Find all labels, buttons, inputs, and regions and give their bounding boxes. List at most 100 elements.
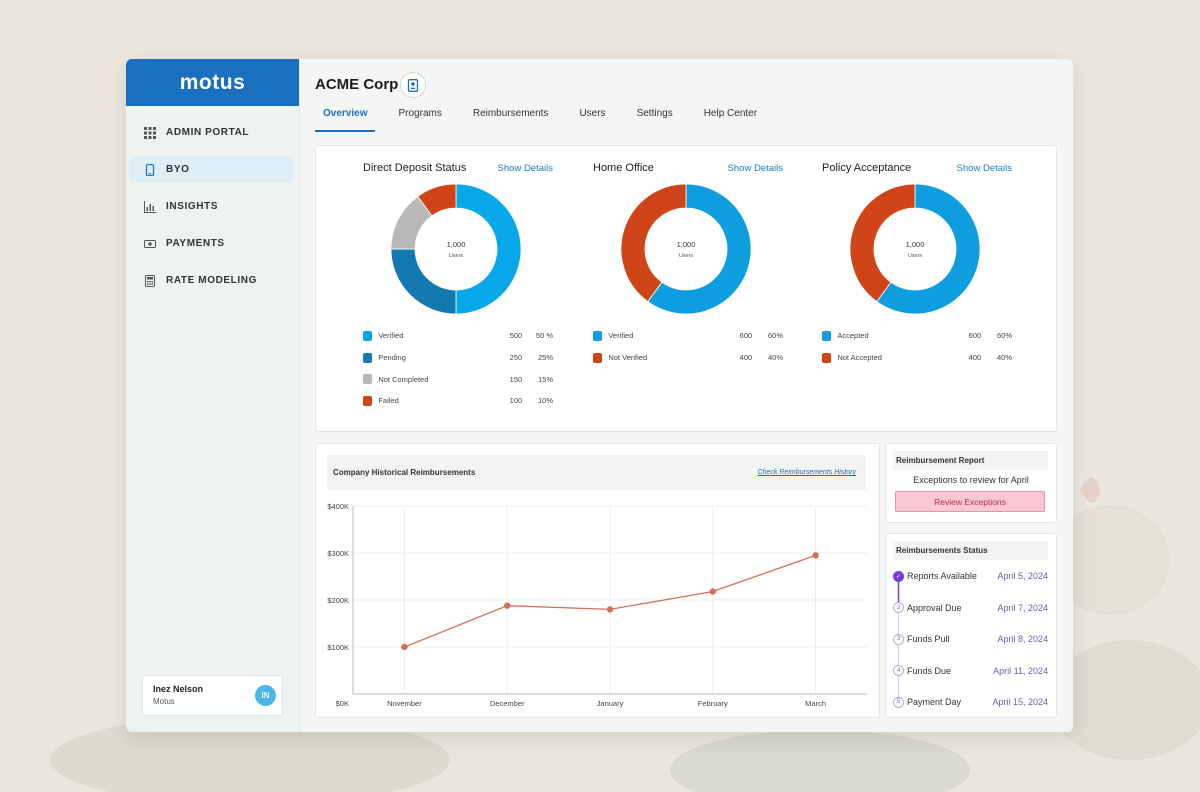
y-tick-label: $300K	[327, 549, 349, 558]
y-tick-label: $100K	[327, 643, 349, 652]
reimbursements-status-panel: Reimbursements Status ✓ Reports Available…	[885, 533, 1057, 718]
step-number: 5	[893, 696, 904, 708]
tab-programs[interactable]: Programs	[398, 108, 442, 119]
donut-title: Direct Deposit Status	[363, 162, 467, 174]
legend-value: 100	[509, 396, 523, 406]
x-tick-label: November	[387, 699, 422, 708]
donut-slice[interactable]	[620, 183, 687, 303]
status-step: 3 Funds Pull April 8, 2024	[893, 632, 1048, 646]
status-label: Payment Day	[907, 697, 962, 708]
tab-settings[interactable]: Settings	[636, 108, 673, 119]
user-card[interactable]: Inez Nelson Motus IN	[142, 675, 283, 716]
status-label: Reports Available	[907, 571, 977, 581]
status-step: 4 Funds Due April 11, 2024	[893, 664, 1048, 678]
data-point[interactable]	[401, 643, 408, 651]
sidebar-item-label: ADMIN PORTAL	[166, 127, 250, 138]
app-window: motus ADMIN PORTAL BYO INSIGHTS	[126, 59, 1073, 732]
legend-swatch	[363, 352, 373, 363]
historical-reimbursements-panel: Company Historical Reimbursements Check …	[315, 443, 880, 718]
y-tick-label: $0K	[336, 699, 349, 708]
check-history-link[interactable]: Check Reimbursements History	[757, 469, 856, 476]
legend-value: 150	[509, 374, 523, 384]
legend-label: Pending	[378, 353, 406, 363]
reimbursement-report-panel: Reimbursement Report Exceptions to revie…	[885, 443, 1057, 523]
legend-label: Not Verified	[608, 353, 648, 363]
legend-label: Verified	[378, 331, 404, 341]
sidebar-item-label: PAYMENTS	[166, 238, 225, 249]
x-tick-label: January	[597, 699, 624, 708]
show-details-link[interactable]: Show Details	[956, 163, 1012, 174]
donut-slice[interactable]	[647, 183, 752, 315]
donut-home-office: Home Office Show Details 1,000 Users Ver…	[593, 162, 783, 368]
status-label: Funds Due	[907, 665, 952, 676]
x-tick-label: February	[698, 699, 728, 708]
sidebar-item-payments[interactable]: PAYMENTS	[130, 230, 293, 257]
sidebar-item-byo[interactable]: BYO	[130, 156, 293, 183]
legend-value: 400	[968, 353, 982, 363]
donut-center-value: 1,000	[447, 240, 466, 249]
sidebar: motus ADMIN PORTAL BYO INSIGHTS	[126, 59, 300, 732]
grid-icon	[144, 126, 156, 139]
legend-label: Verified	[608, 331, 634, 341]
legend-item: Failed 100 10%	[363, 390, 553, 412]
legend-item: Pending 250 25%	[363, 347, 553, 369]
legend-swatch	[363, 374, 373, 385]
donut-slice[interactable]	[417, 183, 457, 217]
avatar[interactable]: IN	[255, 685, 276, 706]
x-tick-label: December	[490, 699, 525, 708]
legend-swatch	[363, 330, 373, 341]
status-overview-panel: Direct Deposit Status Show Details 1,000…	[315, 145, 1057, 432]
donut-policy-acceptance: Policy Acceptance Show Details 1,000 Use…	[822, 162, 1012, 368]
sidebar-nav: ADMIN PORTAL BYO INSIGHTS PAYMENTS	[126, 119, 299, 294]
motus-logo[interactable]: motus	[179, 70, 246, 94]
bar-chart-icon	[144, 200, 156, 213]
legend-item: Not Verified 400 40%	[593, 347, 783, 369]
tab-help-center[interactable]: Help Center	[703, 108, 758, 119]
logo-bar: motus	[126, 59, 299, 106]
user-name: Inez Nelson	[153, 684, 204, 694]
donut-slice[interactable]	[876, 183, 981, 315]
sidebar-item-label: RATE MODELING	[166, 275, 257, 286]
tab-users[interactable]: Users	[579, 108, 606, 119]
sidebar-item-rate-modeling[interactable]: RATE MODELING	[130, 267, 293, 294]
status-step: 2 Approval Due April 7, 2024	[893, 601, 1048, 615]
donut-center-value: 1,000	[906, 240, 925, 249]
legend-value: 250	[509, 353, 523, 363]
tab-reimbursements[interactable]: Reimbursements	[472, 108, 549, 119]
legend-label: Not Completed	[378, 374, 429, 384]
donut-slice[interactable]	[390, 248, 457, 315]
status-step: ✓ Reports Available April 5, 2024	[893, 569, 1048, 583]
legend-item: Not Completed 150 15%	[363, 368, 553, 390]
data-point[interactable]	[504, 602, 511, 609]
status-date: April 11, 2024	[993, 665, 1048, 676]
data-point[interactable]	[709, 588, 716, 595]
legend-swatch	[822, 352, 832, 363]
donut-slice[interactable]	[849, 183, 916, 303]
sidebar-item-insights[interactable]: INSIGHTS	[130, 193, 293, 220]
x-tick-label: March	[805, 699, 826, 708]
data-point[interactable]	[606, 606, 614, 613]
review-exceptions-button[interactable]: Review Exceptions	[895, 491, 1045, 512]
status-date: April 7, 2024	[997, 602, 1048, 613]
donut-direct-deposit: Direct Deposit Status Show Details 1,000…	[363, 162, 553, 412]
donut-slice[interactable]	[455, 183, 522, 315]
legend-value: 400	[739, 353, 753, 363]
data-point[interactable]	[812, 552, 819, 559]
contact-card-icon[interactable]	[400, 72, 426, 98]
sidebar-item-admin-portal[interactable]: ADMIN PORTAL	[130, 119, 293, 146]
line-chart: $0K $100K $200K $300K $400K November December J…	[327, 502, 867, 708]
tab-overview[interactable]: Overview	[315, 103, 376, 132]
sidebar-item-label: BYO	[166, 164, 190, 175]
show-details-link[interactable]: Show Details	[727, 163, 783, 174]
donut-legend: Verified 600 60% Not Verified 400 40%	[593, 325, 783, 368]
legend-item: Accepted 600 60%	[822, 325, 1012, 347]
donut-title: Home Office	[593, 162, 654, 174]
donut-chart: 1,000 Users	[849, 183, 981, 315]
report-title: Reimbursement Report	[893, 451, 1048, 470]
show-details-link[interactable]: Show Details	[497, 163, 553, 174]
legend-swatch	[593, 352, 603, 363]
donut-chart: 1,000 Users	[620, 183, 752, 315]
legend-percent: 50 %	[535, 331, 554, 341]
sidebar-item-label: INSIGHTS	[166, 201, 219, 212]
donut-center-label: Users	[679, 253, 694, 259]
